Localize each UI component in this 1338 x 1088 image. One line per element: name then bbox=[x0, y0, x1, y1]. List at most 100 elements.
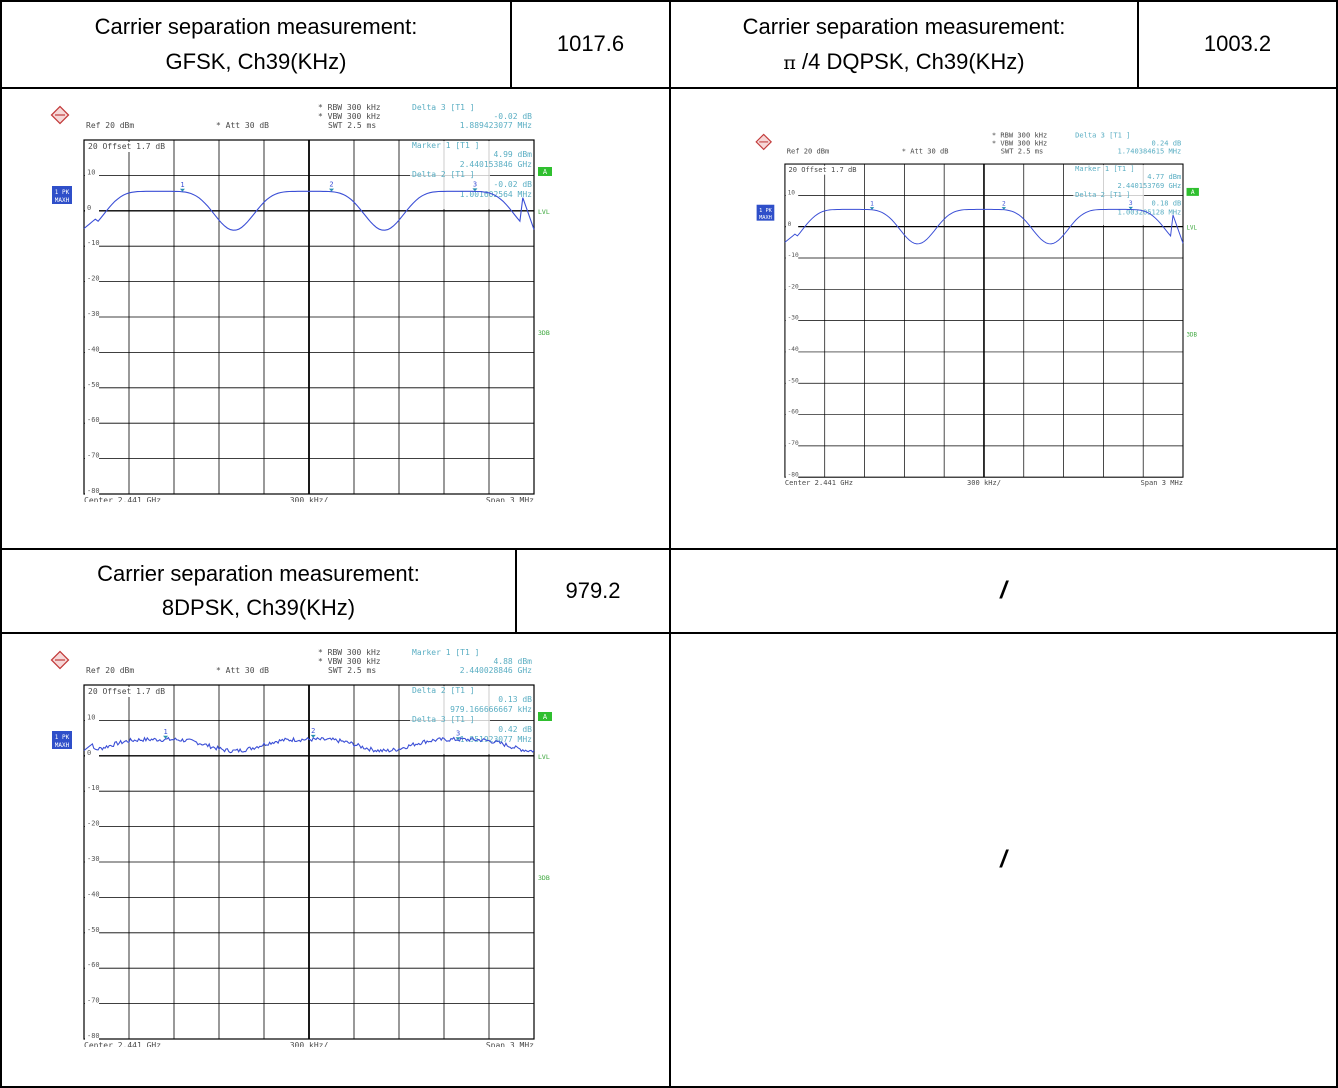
offset-label: 20 Offset 1.7 dB bbox=[88, 142, 165, 151]
div-label: 300 kHz/ bbox=[290, 496, 329, 502]
gfsk-value: 1017.6 bbox=[556, 31, 625, 57]
y-axis-label: 0 bbox=[87, 749, 91, 757]
dpsk8-value: 979.2 bbox=[565, 577, 621, 603]
y-label-bg bbox=[785, 314, 799, 322]
y-label-bg bbox=[785, 220, 799, 228]
trace-mode: MAXH bbox=[759, 215, 772, 221]
marker-info-value: 0.24 dB bbox=[1151, 138, 1181, 147]
marker-info-value: 4.99 dBm bbox=[493, 150, 532, 159]
marker-info-title: Delta 3 [T1 ] bbox=[412, 715, 475, 724]
db3-label: 3DB bbox=[1187, 333, 1198, 339]
lvl-label: LVL bbox=[538, 753, 550, 761]
rs-logo-icon bbox=[755, 133, 773, 151]
lvl-label: LVL bbox=[1187, 226, 1198, 232]
marker-info-freq: 979.166666667 kHz bbox=[450, 705, 532, 714]
ref-label: Ref 20 dBm bbox=[787, 146, 830, 155]
y-axis-label: -80 bbox=[788, 471, 799, 478]
y-label-bg bbox=[85, 487, 99, 495]
gfsk-label-line1: Carrier separation measurement: bbox=[94, 14, 418, 40]
vbw-label: * VBW 300 kHz bbox=[318, 657, 381, 666]
dpsk8-label-cell: Carrier separation measurement: 8DPSK, C… bbox=[0, 548, 517, 634]
empty-plot-cell: / bbox=[669, 632, 1338, 1088]
swt-label: SWT 2.5 ms bbox=[328, 666, 376, 675]
div-label: 300 kHz/ bbox=[290, 1041, 329, 1047]
y-axis-label: -50 bbox=[87, 926, 100, 934]
trace-marker-label: 1 bbox=[180, 181, 184, 189]
y-axis-label: 0 bbox=[87, 204, 91, 212]
marker-info-freq: 1.003205128 MHz bbox=[1117, 207, 1181, 216]
div-label: 300 kHz/ bbox=[967, 478, 1001, 487]
y-axis-label: -20 bbox=[788, 283, 799, 290]
y-label-bg bbox=[85, 925, 99, 934]
marker-info-title: Delta 2 [T1 ] bbox=[1075, 190, 1130, 199]
ref-label: Ref 20 dBm bbox=[86, 121, 134, 130]
marker-info-freq: 1.001602564 MHz bbox=[460, 190, 532, 199]
center-freq-label: Center 2.441 GHz bbox=[785, 478, 853, 487]
y-label-bg bbox=[85, 748, 99, 757]
y-label-bg bbox=[785, 251, 799, 259]
trace-label: 1 PK bbox=[759, 208, 773, 214]
vbw-label: * VBW 300 kHz bbox=[318, 112, 381, 121]
y-axis-label: -50 bbox=[788, 377, 799, 384]
trace-marker-icon bbox=[163, 735, 169, 739]
swt-label: SWT 2.5 ms bbox=[328, 121, 376, 130]
trace-mode: MAXH bbox=[55, 197, 70, 204]
trace-indicator bbox=[52, 186, 72, 204]
offset-bg bbox=[86, 142, 170, 152]
dpsk8-value-cell: 979.2 bbox=[515, 548, 671, 634]
y-label-bg bbox=[85, 784, 99, 793]
marker-block-bg bbox=[410, 686, 490, 754]
placeholder-slash-image: / bbox=[1000, 846, 1007, 874]
y-label-bg bbox=[785, 408, 799, 416]
marker-info-freq: 2.440028846 GHz bbox=[460, 666, 532, 675]
y-label-bg bbox=[785, 283, 799, 291]
empty-header-cell: / bbox=[669, 548, 1338, 634]
y-axis-label: -40 bbox=[87, 890, 100, 898]
a-badge bbox=[538, 712, 552, 721]
marker-info-title: Marker 1 [T1 ] bbox=[412, 141, 479, 150]
dqpsk-label-line1: Carrier separation measurement: bbox=[742, 14, 1066, 40]
swt-label: SWT 2.5 ms bbox=[1001, 146, 1044, 155]
trace-marker-label: 2 bbox=[1002, 200, 1006, 207]
y-label-bg bbox=[85, 961, 99, 970]
y-axis-label: -40 bbox=[788, 346, 799, 353]
marker-block-bg bbox=[410, 141, 490, 209]
marker-info-freq: 1.951923077 MHz bbox=[460, 735, 532, 744]
trace-label: 1 PK bbox=[55, 734, 70, 741]
offset-label: 20 Offset 1.7 dB bbox=[88, 687, 165, 696]
trace-marker-label: 3 bbox=[473, 180, 477, 188]
y-axis-label: -30 bbox=[87, 855, 100, 863]
y-label-bg bbox=[85, 890, 99, 899]
marker-info-value: 4.77 dBm bbox=[1147, 172, 1181, 181]
dpsk8-label-line2: 8DPSK, Ch39(KHz) bbox=[161, 595, 356, 620]
dqpsk-spectrum-screenshot: * RBW 300 kHz * VBW 300 kHz SWT 2.5 ms Ref … bbox=[746, 126, 1206, 488]
y-axis-label: -30 bbox=[87, 310, 100, 318]
marker-info-title: Marker 1 [T1 ] bbox=[412, 648, 479, 657]
y-label-bg bbox=[85, 310, 99, 318]
marker-info-title: Delta 3 [T1 ] bbox=[412, 103, 475, 112]
dqpsk-value: 1003.2 bbox=[1203, 31, 1272, 57]
marker-info-value: -0.02 dB bbox=[493, 112, 532, 121]
y-label-bg bbox=[85, 239, 99, 248]
trace-marker-icon bbox=[179, 188, 185, 192]
att-label: * Att 30 dB bbox=[216, 666, 269, 675]
dpsk8-spectrum-screenshot: * RBW 300 kHz * VBW 300 kHz SWT 2.5 ms Ref … bbox=[40, 642, 560, 1047]
trace-indicator bbox=[52, 731, 72, 749]
marker-info-value: 0.42 dB bbox=[498, 725, 532, 734]
trace-marker-label: 1 bbox=[870, 200, 874, 207]
a-badge bbox=[1186, 187, 1199, 196]
dpsk8-label-line1: Carrier separation measurement: bbox=[97, 560, 420, 586]
rbw-label: * RBW 300 kHz bbox=[318, 103, 381, 112]
y-axis-label: 10 bbox=[87, 713, 95, 721]
y-axis-label: 10 bbox=[788, 189, 796, 196]
center-freq-label: Center 2.441 GHz bbox=[84, 1041, 161, 1047]
y-label-bg bbox=[85, 380, 99, 389]
dqpsk-label-line2: /4 DQPSK, Ch39(KHz) bbox=[802, 48, 1025, 74]
marker-info-value: 0.13 dB bbox=[498, 695, 532, 704]
y-axis-label: -10 bbox=[788, 252, 799, 259]
db3-label: 3DB bbox=[538, 874, 550, 882]
y-label-bg bbox=[85, 819, 99, 828]
offset-label: 20 Offset 1.7 dB bbox=[788, 165, 856, 174]
